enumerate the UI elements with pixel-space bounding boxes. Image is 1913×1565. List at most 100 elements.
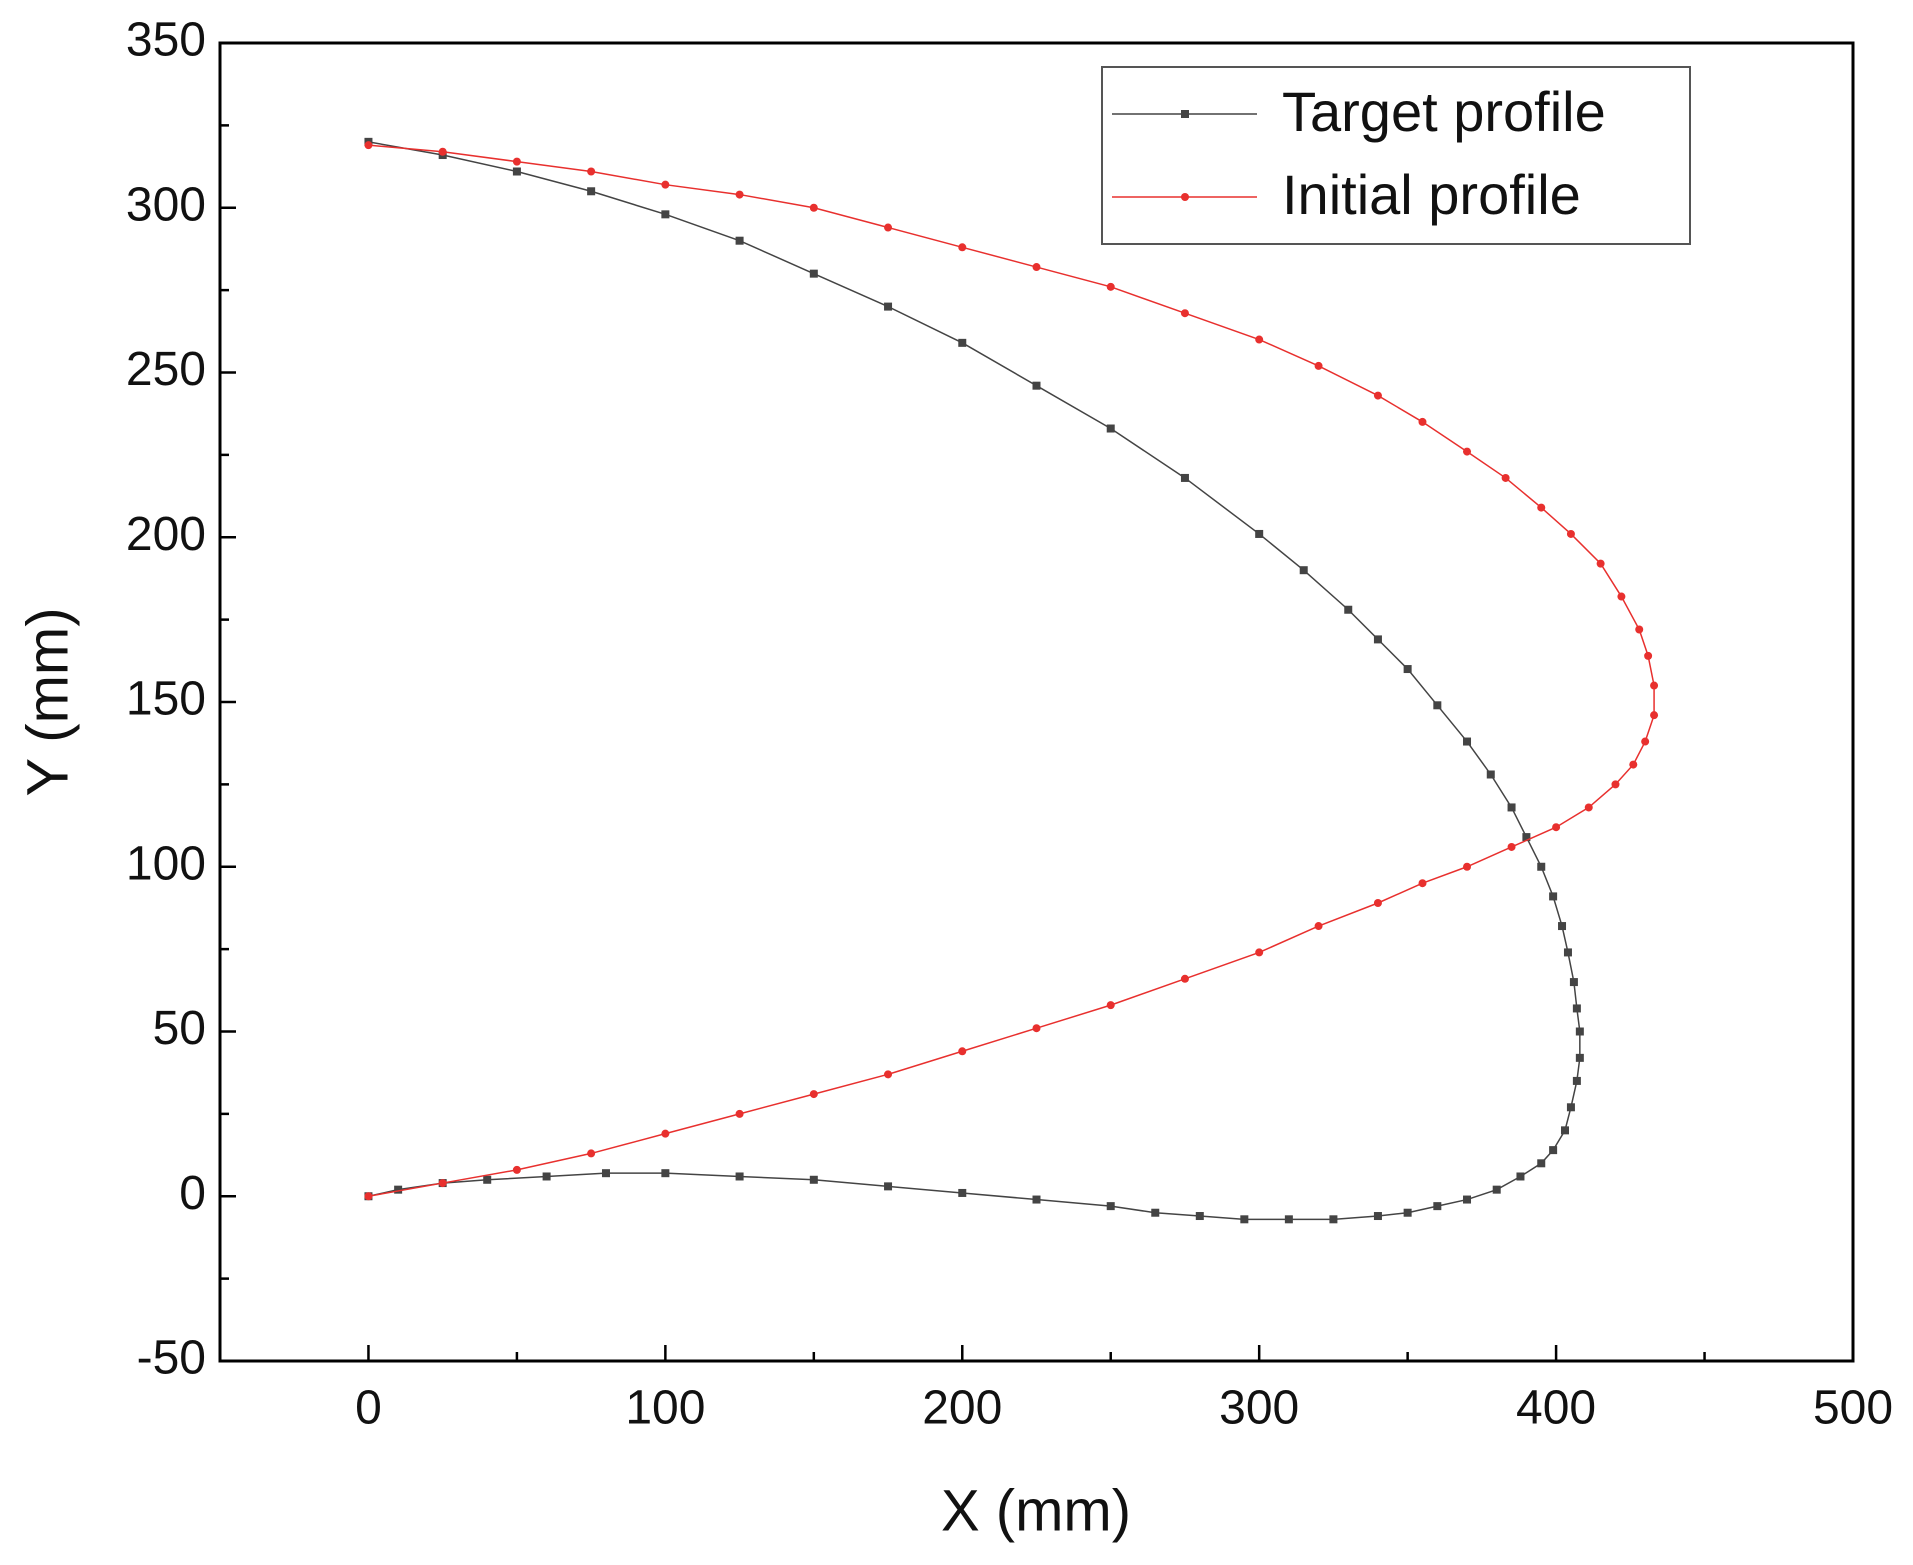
marker <box>1463 447 1472 456</box>
marker <box>1617 592 1626 601</box>
y-tick-label: 200 <box>126 508 206 561</box>
marker <box>483 1175 492 1184</box>
marker <box>1373 1212 1382 1221</box>
series <box>364 137 1584 1224</box>
y-tick-label: 150 <box>126 673 206 726</box>
marker <box>1575 1053 1584 1062</box>
y-axis-title: Y (mm) <box>15 607 80 796</box>
marker <box>958 1188 967 1197</box>
x-tick-label: 500 <box>1813 1382 1893 1435</box>
series-line <box>368 141 1581 1221</box>
marker <box>1486 770 1495 779</box>
marker <box>587 167 596 176</box>
marker <box>1032 263 1041 272</box>
marker <box>809 1090 818 1099</box>
x-tick-label: 0 <box>355 1382 382 1435</box>
marker <box>1501 473 1510 482</box>
marker <box>1284 1215 1293 1224</box>
y-tick-label: 50 <box>153 1002 206 1055</box>
marker <box>438 1179 447 1188</box>
marker <box>1373 898 1382 907</box>
marker <box>884 302 893 311</box>
marker <box>1492 1185 1501 1194</box>
marker <box>1537 862 1546 871</box>
marker <box>884 1070 893 1079</box>
x-tick-label: 400 <box>1516 1382 1596 1435</box>
marker <box>1180 974 1189 983</box>
marker <box>1569 978 1578 987</box>
marker <box>1403 1208 1412 1217</box>
marker <box>1032 1195 1041 1204</box>
marker <box>958 1047 967 1056</box>
marker <box>394 1185 403 1194</box>
marker <box>1584 803 1593 812</box>
y-tick-label: 250 <box>126 343 206 396</box>
marker <box>735 1172 744 1181</box>
marker <box>1549 1146 1558 1155</box>
marker <box>1560 1126 1569 1135</box>
marker <box>735 1109 744 1118</box>
marker <box>1433 1202 1442 1211</box>
marker <box>735 236 744 245</box>
marker <box>661 180 670 189</box>
marker <box>1106 1202 1115 1211</box>
marker <box>1433 701 1442 710</box>
marker <box>1329 1215 1338 1224</box>
y-tick-label: 0 <box>179 1167 206 1220</box>
marker <box>364 141 373 150</box>
marker <box>809 269 818 278</box>
marker <box>1314 361 1323 370</box>
y-tick-label: 300 <box>126 178 206 231</box>
marker <box>1255 529 1264 538</box>
marker <box>1552 823 1561 832</box>
marker <box>512 167 521 176</box>
marker <box>1549 892 1558 901</box>
marker <box>1181 193 1189 201</box>
series <box>364 141 1659 1201</box>
marker <box>1151 1208 1160 1217</box>
marker <box>512 1165 521 1174</box>
marker <box>1373 391 1382 400</box>
x-axis-title: X (mm) <box>941 1478 1131 1543</box>
marker <box>1373 635 1382 644</box>
marker <box>1418 417 1427 426</box>
marker <box>1537 1159 1546 1168</box>
marker <box>1180 309 1189 318</box>
marker <box>1463 1195 1472 1204</box>
y-tick-label: 350 <box>126 14 206 67</box>
x-tick-label: 200 <box>922 1382 1002 1435</box>
y-tick-label: 100 <box>126 837 206 890</box>
marker <box>1344 605 1353 614</box>
marker <box>1558 922 1567 931</box>
marker <box>661 1169 670 1178</box>
marker <box>1537 503 1546 512</box>
marker <box>809 1175 818 1184</box>
marker <box>1255 948 1264 957</box>
marker <box>735 190 744 199</box>
marker <box>884 223 893 232</box>
marker <box>1106 1001 1115 1010</box>
marker <box>1563 948 1572 957</box>
marker <box>1463 737 1472 746</box>
legend-box <box>1101 66 1691 245</box>
marker <box>1635 625 1644 634</box>
marker <box>1644 651 1653 660</box>
marker <box>438 147 447 156</box>
marker <box>1106 282 1115 291</box>
plot-frame <box>218 41 1855 1363</box>
marker <box>1195 1212 1204 1221</box>
marker <box>809 203 818 212</box>
marker <box>1566 1103 1575 1112</box>
marker <box>1650 711 1659 720</box>
marker <box>1032 1024 1041 1033</box>
marker <box>1403 665 1412 674</box>
marker <box>1566 529 1575 538</box>
marker <box>364 1192 373 1201</box>
series-line <box>368 144 1655 1197</box>
legend-label: Initial profile <box>1282 163 1581 226</box>
marker <box>1611 780 1620 789</box>
marker <box>1507 842 1516 851</box>
marker <box>1575 1027 1584 1036</box>
